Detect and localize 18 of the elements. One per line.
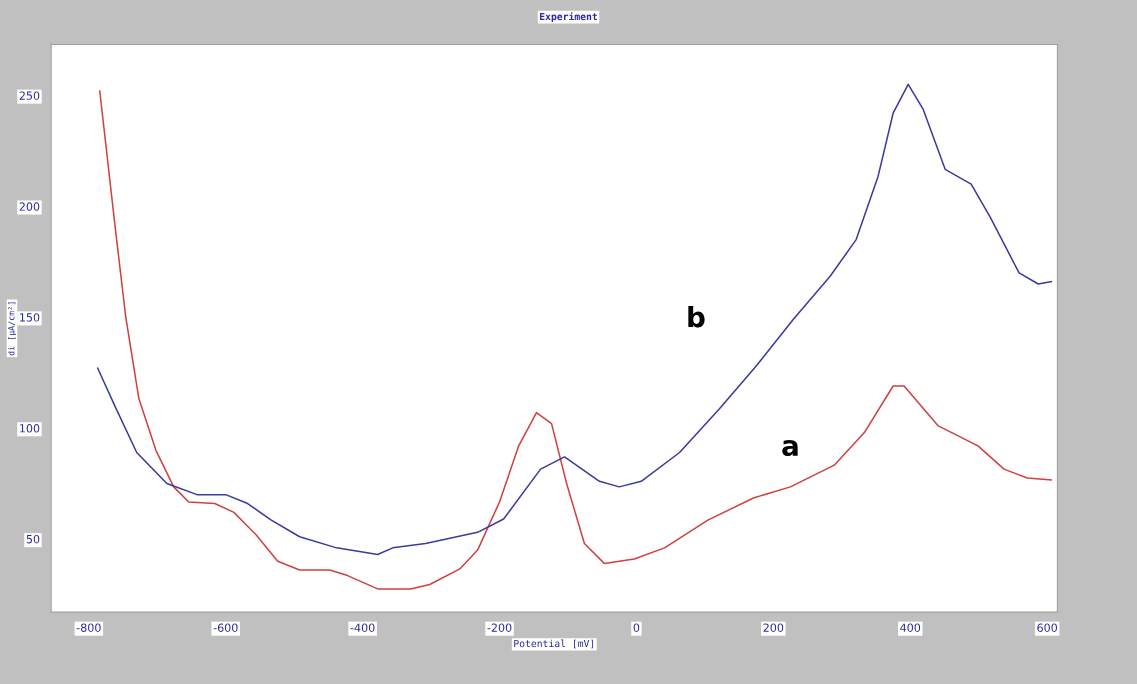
y-axis-title: di [µA/cm²] — [7, 302, 17, 356]
series-label: a — [782, 440, 798, 457]
y-tick-label: 150 — [20, 313, 40, 322]
x-tick-label: -200 — [487, 623, 512, 632]
y-tick-label: 200 — [19, 202, 40, 211]
chart-title: Experiment — [540, 12, 598, 23]
y-tick-label: 250 — [19, 91, 40, 100]
y-tick-label: 100 — [20, 424, 40, 433]
y-tick-label: 50 — [26, 534, 40, 544]
text: b — [688, 306, 705, 328]
x-tick-label: 200 — [763, 623, 784, 632]
x-tick-label: -600 — [213, 623, 238, 632]
x-tick-label: 0 — [633, 623, 640, 632]
x-axis-title: Potential [mV] — [514, 639, 594, 649]
x-tick-label: -400 — [350, 623, 375, 632]
x-tick-label: -800 — [76, 623, 101, 632]
x-tick-label: 400 — [900, 623, 921, 632]
x-tick-label: 600 — [1037, 623, 1058, 632]
